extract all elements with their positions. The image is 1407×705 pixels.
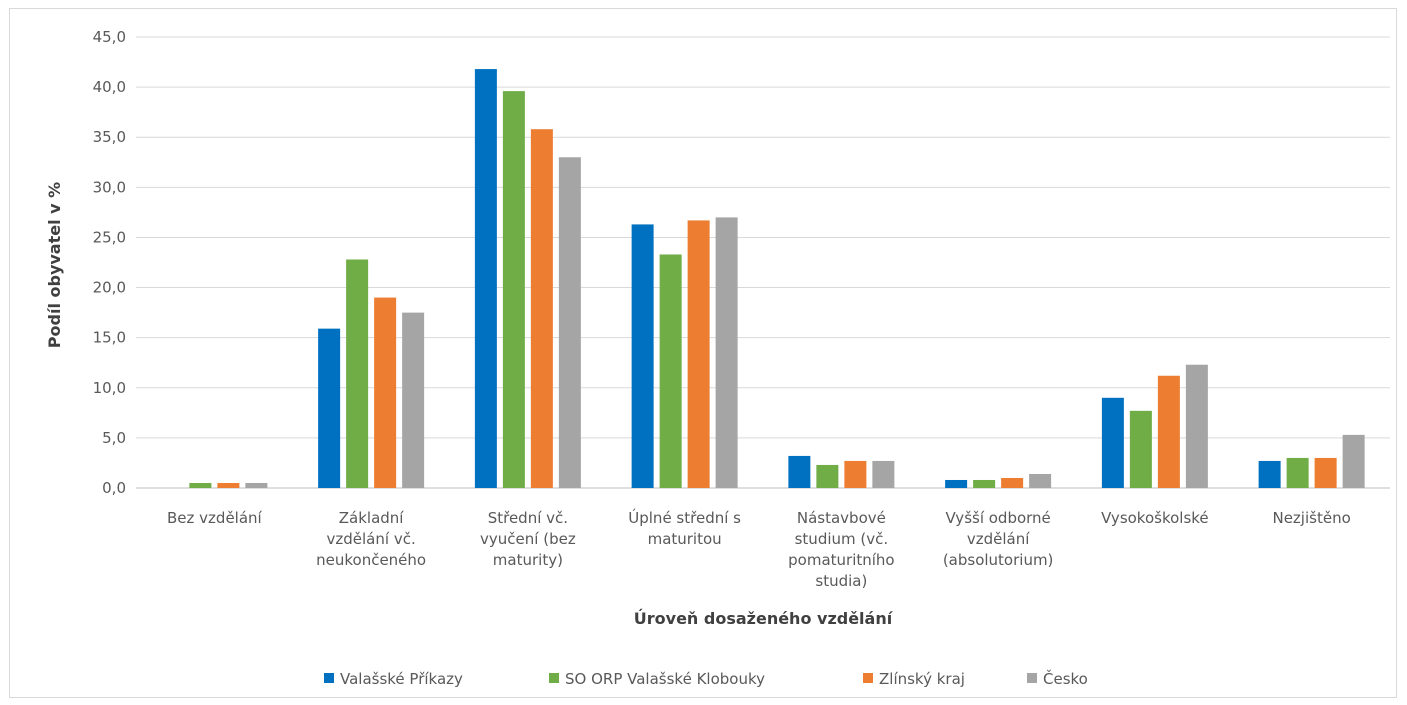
bar [1029, 473, 1052, 488]
x-category-label: pomaturitního [788, 551, 894, 569]
x-category-label: Úplné střední s [628, 508, 741, 527]
x-category-label: Základní [339, 509, 405, 527]
bar [217, 482, 240, 488]
bar [631, 224, 654, 488]
x-category-label: vzdělání vč. [327, 530, 416, 548]
legend-swatch [863, 673, 873, 683]
bar [318, 328, 341, 488]
bar [945, 479, 968, 488]
bar [1258, 460, 1281, 488]
x-axis-categories: Bez vzdělání Základní vzdělání vč. neukonče… [167, 508, 1351, 590]
x-category-label: studia) [815, 572, 867, 590]
x-category-label: neukončeného [316, 551, 426, 569]
y-axis-ticks: 0,0 5,0 10,0 15,0 20,0 25,0 30,0 35,0 40,0 45,0 [93, 28, 126, 497]
bar [1286, 457, 1309, 488]
legend-label: Zlínský kraj [879, 670, 965, 688]
y-tick-label: 15,0 [93, 329, 126, 347]
y-tick-label: 0,0 [102, 479, 126, 497]
legend-swatch [549, 673, 559, 683]
y-tick-label: 35,0 [93, 128, 126, 146]
y-axis-title: Podíl obyvatel v % [45, 182, 64, 348]
bars [189, 69, 1365, 489]
y-tick-label: 40,0 [93, 78, 126, 96]
bar [1314, 457, 1337, 488]
bar [816, 464, 839, 488]
x-category-label: vzdělání [967, 530, 1030, 548]
bar [788, 455, 811, 488]
chart-frame: 0,0 5,0 10,0 15,0 20,0 25,0 30,0 35,0 40,0 45,0 B… [9, 8, 1397, 698]
legend: Valašské Příkazy SO ORP Valašské Klobouky… [324, 669, 1088, 688]
bar [1185, 364, 1208, 488]
legend-label: Česko [1043, 669, 1088, 688]
x-category-label: studium (vč. [795, 530, 889, 548]
y-tick-label: 10,0 [93, 379, 126, 397]
bar [346, 259, 369, 488]
bar [245, 482, 268, 488]
x-category-label: Nástavbové [797, 509, 886, 527]
bar [1157, 375, 1180, 488]
bar [1101, 397, 1124, 488]
bar [558, 157, 581, 488]
bar [973, 479, 996, 488]
legend-swatch [1027, 673, 1037, 683]
y-tick-label: 5,0 [102, 429, 126, 447]
bar [189, 482, 212, 488]
legend-label: SO ORP Valašské Klobouky [565, 670, 765, 688]
bar [1342, 434, 1365, 488]
x-category-label: Vyšší odborné [945, 509, 1050, 527]
bar [474, 69, 497, 488]
bar [844, 460, 867, 488]
bar [1129, 410, 1152, 488]
bar [374, 297, 397, 488]
y-tick-label: 30,0 [93, 178, 126, 196]
x-axis-title: Úroveň dosaženého vzdělání [634, 609, 894, 628]
x-category-label: Nezjištěno [1272, 509, 1350, 527]
y-tick-label: 45,0 [93, 28, 126, 46]
legend-swatch [324, 673, 334, 683]
bar [659, 254, 682, 488]
gridlines [136, 36, 1390, 489]
bar [872, 460, 895, 488]
bar-chart: 0,0 5,0 10,0 15,0 20,0 25,0 30,0 35,0 40,0 45,0 B… [45, 28, 1390, 688]
y-tick-label: 20,0 [93, 279, 126, 297]
bar [502, 91, 525, 489]
bar [715, 217, 738, 488]
bar [530, 129, 553, 488]
bar [687, 220, 710, 488]
x-category-label: Bez vzdělání [167, 509, 263, 527]
x-category-label: Střední vč. [488, 509, 568, 527]
bar [402, 312, 425, 488]
x-category-label: vyučení (bez [480, 530, 576, 548]
x-category-label: maturity) [493, 551, 563, 569]
y-tick-label: 25,0 [93, 228, 126, 246]
legend-label: Valašské Příkazy [340, 670, 463, 688]
x-category-label: maturitou [648, 530, 722, 548]
bar [1001, 477, 1024, 488]
x-category-label: (absolutorium) [943, 551, 1054, 569]
x-category-label: Vysokoškolské [1101, 509, 1209, 527]
